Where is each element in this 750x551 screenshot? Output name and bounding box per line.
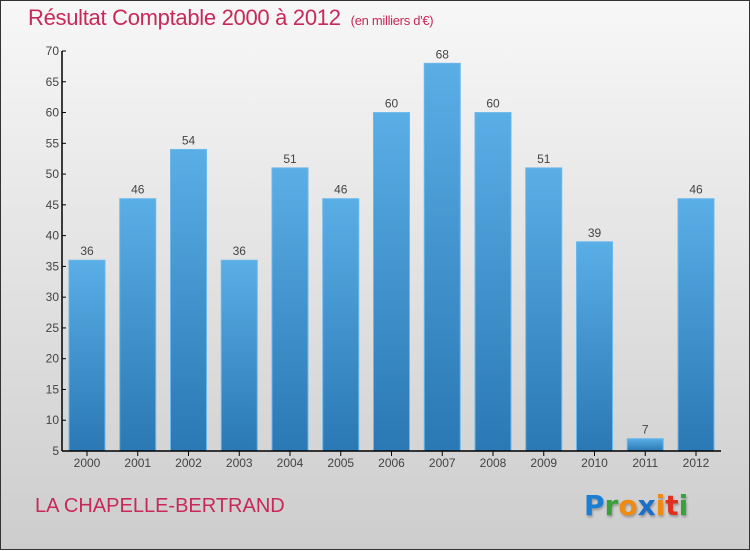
- title-text: Résultat Comptable 2000 à 2012: [28, 5, 341, 30]
- bar-2010: [576, 241, 613, 452]
- data-label-2004: 51: [283, 152, 297, 166]
- data-label-2011: 7: [642, 423, 649, 437]
- bar-2000: [68, 259, 106, 452]
- x-tick-label-2006: 2006: [378, 456, 405, 470]
- bar-2003: [220, 259, 258, 452]
- y-tick-label-15: 15: [46, 382, 60, 396]
- data-label-2001: 46: [131, 183, 145, 197]
- x-tick-label-2000: 2000: [74, 456, 101, 470]
- x-tick-label-2005: 2005: [327, 456, 354, 470]
- bar-2008: [474, 112, 512, 452]
- y-tick-label-65: 65: [46, 75, 60, 89]
- bar-2004: [271, 167, 309, 452]
- y-tick-label-30: 30: [46, 290, 60, 304]
- chart-title: Résultat Comptable 2000 à 2012 (en millie…: [28, 5, 434, 31]
- proxiti-logo[interactable]: Proxiti: [584, 489, 689, 522]
- data-label-2005: 46: [334, 183, 348, 197]
- y-tick-label-40: 40: [46, 229, 60, 243]
- y-tick-label-60: 60: [46, 106, 60, 120]
- x-tick-label-2003: 2003: [226, 456, 253, 470]
- bar-2006: [373, 112, 410, 452]
- bar-2002: [170, 148, 207, 452]
- data-label-2012: 46: [689, 183, 703, 197]
- chart-subtitle: (en milliers d'€): [350, 13, 434, 28]
- x-tick-label-2001: 2001: [124, 456, 151, 470]
- data-label-2007: 68: [436, 47, 450, 61]
- data-label-2006: 60: [385, 97, 399, 111]
- x-tick-label-2008: 2008: [480, 456, 507, 470]
- y-tick-label-25: 25: [46, 321, 60, 335]
- y-tick-label-70: 70: [46, 44, 60, 58]
- bar-2011: [626, 438, 664, 452]
- data-label-2008: 60: [486, 97, 500, 111]
- x-tick-label-2009: 2009: [530, 456, 557, 470]
- bar-2005: [322, 198, 360, 452]
- bar-2012: [677, 198, 715, 452]
- bar-2001: [119, 198, 157, 452]
- data-label-2002: 54: [182, 133, 196, 147]
- y-tick-label-45: 45: [46, 198, 60, 212]
- y-tick-label-35: 35: [46, 259, 60, 273]
- x-tick-label-2012: 2012: [683, 456, 710, 470]
- y-tick-label-55: 55: [46, 136, 60, 150]
- data-label-2009: 51: [537, 152, 551, 166]
- y-tick-label-50: 50: [46, 167, 60, 181]
- y-tick-label-20: 20: [46, 352, 60, 366]
- y-tick-label-5: 5: [52, 444, 59, 458]
- bar-2007: [423, 62, 461, 452]
- data-label-2010: 39: [588, 226, 602, 240]
- data-label-2003: 36: [233, 244, 247, 258]
- y-tick-label-10: 10: [46, 413, 60, 427]
- x-tick-label-2004: 2004: [277, 456, 304, 470]
- x-tick-label-2002: 2002: [175, 456, 202, 470]
- bar-2009: [525, 167, 563, 452]
- x-tick-label-2007: 2007: [429, 456, 456, 470]
- town-name: LA CHAPELLE-BERTRAND: [35, 495, 285, 517]
- x-tick-label-2011: 2011: [632, 456, 658, 470]
- data-label-2000: 36: [80, 244, 94, 258]
- x-tick-label-2010: 2010: [581, 456, 608, 470]
